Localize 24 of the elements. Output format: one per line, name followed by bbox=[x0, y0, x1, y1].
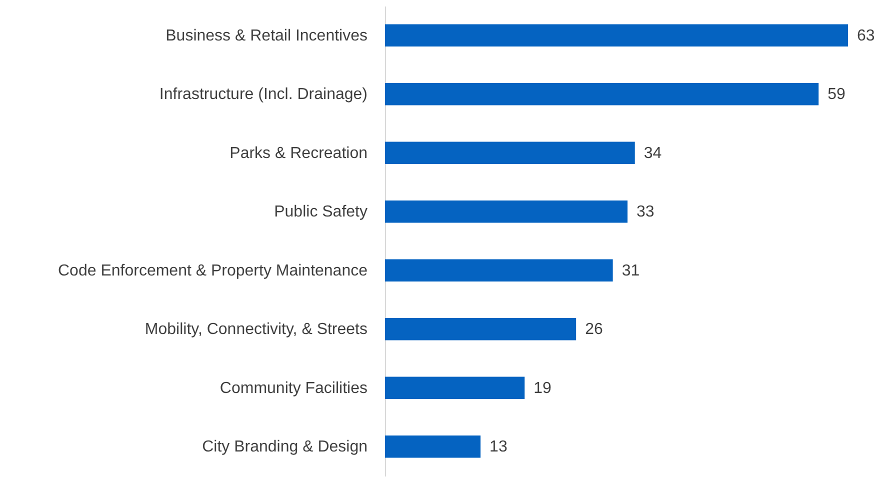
y-tick-label: Code Enforcement & Property Maintenance bbox=[58, 262, 368, 280]
bar bbox=[385, 435, 481, 458]
bar bbox=[385, 200, 628, 223]
data-label: 63 bbox=[857, 27, 875, 44]
y-tick-label: Community Facilities bbox=[220, 380, 368, 397]
data-label: 26 bbox=[585, 321, 603, 338]
y-tick-label: Public Safety bbox=[274, 204, 368, 221]
bar bbox=[385, 82, 819, 106]
bar bbox=[385, 259, 613, 282]
data-label: 19 bbox=[534, 380, 552, 397]
y-tick-label: City Branding & Design bbox=[202, 438, 368, 456]
bar bbox=[385, 376, 525, 400]
bar bbox=[385, 318, 576, 340]
y-tick-label: Parks & Recreation bbox=[230, 144, 368, 162]
data-label: 34 bbox=[644, 144, 662, 162]
y-tick-label: Mobility, Connectivity, & Streets bbox=[144, 321, 368, 338]
y-tick-label: Business & Retail Incentives bbox=[166, 27, 368, 44]
y-tick-label: Infrastructure (Incl. Drainage) bbox=[159, 86, 368, 104]
data-label: 13 bbox=[490, 438, 508, 456]
bar bbox=[385, 24, 848, 47]
data-label: 31 bbox=[622, 262, 640, 280]
bar bbox=[385, 142, 635, 164]
data-label: 33 bbox=[636, 204, 654, 221]
data-label: 59 bbox=[828, 86, 846, 104]
